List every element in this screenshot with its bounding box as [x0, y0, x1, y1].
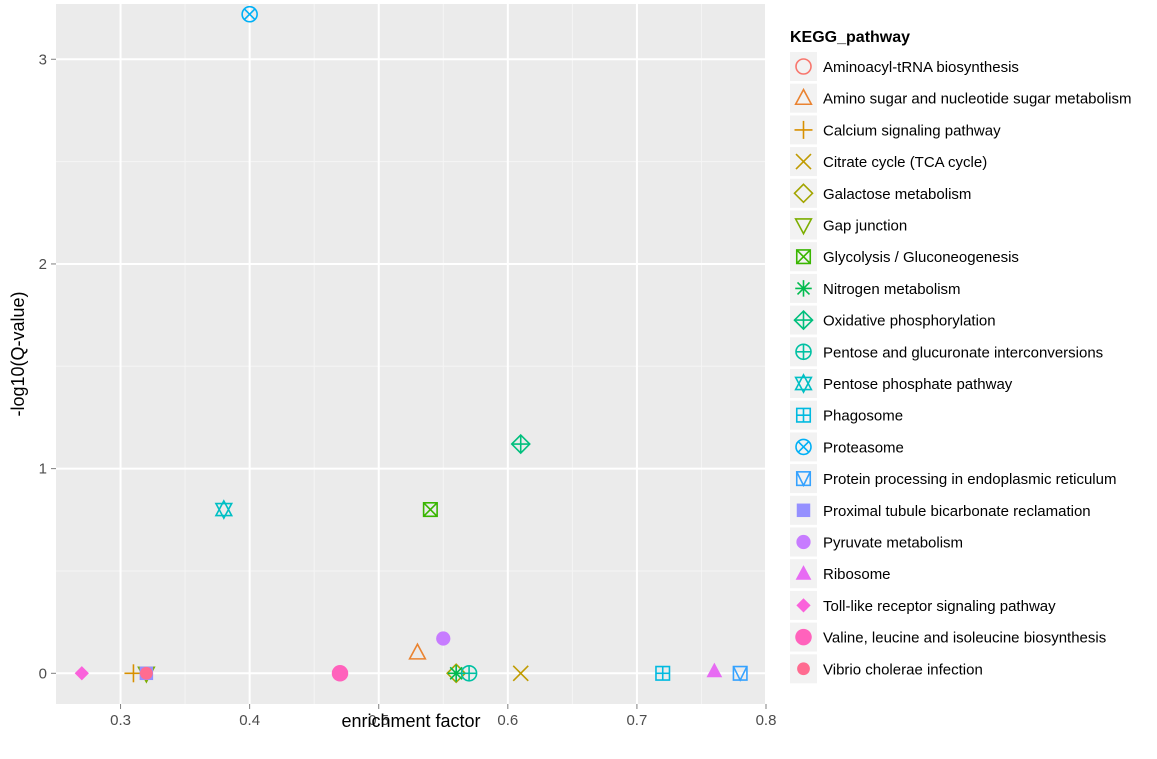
legend-key-symbol [795, 58, 812, 75]
legend-item: Galactose metabolism [790, 178, 971, 208]
legend-key-symbol [795, 153, 812, 170]
legend-key-symbol [796, 503, 811, 518]
legend-key-symbol [795, 438, 812, 456]
x-tick-label: 0.3 [110, 712, 131, 729]
legend-label: Vibrio cholerae infection [823, 661, 983, 678]
legend-key-symbol [797, 662, 810, 676]
data-point-17 [706, 662, 723, 678]
legend-key-symbol [795, 628, 812, 646]
legend-label: Ribosome [823, 566, 891, 583]
legend-key-symbol [795, 565, 812, 580]
data-point-19 [331, 665, 349, 682]
y-tick-label: 2 [39, 256, 47, 273]
legend-key-symbol [795, 471, 812, 488]
legend-item: Toll-like receptor signaling pathway [790, 590, 1056, 620]
legend-key-symbol [795, 407, 812, 423]
data-point-18 [74, 666, 89, 681]
legend-item: Pentose phosphate pathway [790, 369, 1013, 398]
legend-item: Citrate cycle (TCA cycle) [790, 147, 987, 177]
x-axis-title: enrichment factor [341, 711, 480, 731]
legend-item: Valine, leucine and isoleucine biosynthe… [790, 622, 1106, 652]
legend-title: KEGG_pathway [790, 29, 910, 46]
legend-label: Pentose phosphate pathway [823, 376, 1013, 393]
legend-key-background [790, 52, 817, 81]
legend-item: Amino sugar and nucleotide sugar metabol… [790, 83, 1132, 113]
y-axis-title: -log10(Q-value) [8, 291, 28, 416]
y-tick-label: 1 [39, 461, 47, 478]
legend-key-symbol [793, 183, 814, 204]
legend-label: Pyruvate metabolism [823, 535, 963, 552]
legend-label: Aminoacyl-tRNA biosynthesis [823, 59, 1019, 76]
legend-label: Phagosome [823, 408, 903, 425]
legend-item: Nitrogen metabolism [790, 273, 961, 303]
legend-item: Aminoacyl-tRNA biosynthesis [790, 52, 1019, 81]
legend-key-symbol [793, 309, 814, 331]
data-point-10 [460, 664, 478, 682]
x-axis-ticks: 0.3 0.4 0.5 0.6 0.7 0.8 [110, 704, 776, 729]
legend-item: Ribosome [790, 559, 891, 589]
legend-item: Proteasome [790, 432, 904, 462]
legend-item: Pentose and glucuronate interconversions [790, 337, 1103, 367]
x-tick-label: 0.7 [626, 712, 647, 729]
x-tick-label: 0.4 [239, 712, 260, 729]
legend-label: Pentose and glucuronate interconversions [823, 344, 1103, 361]
legend-item: Calcium signaling pathway [790, 115, 1001, 145]
data-point-13 [241, 5, 258, 23]
legend-item: Oxidative phosphorylation [790, 305, 996, 335]
data-point-7 [422, 502, 438, 518]
data-point-11 [214, 499, 234, 520]
legend-label: Gap junction [823, 218, 907, 235]
legend-label: Glycolysis / Gluconeogenesis [823, 249, 1019, 266]
legend-label: Galactose metabolism [823, 186, 971, 203]
data-point-20 [139, 666, 153, 680]
legend-key-symbol [794, 87, 813, 106]
legend-key-symbol [794, 218, 813, 236]
legend-label: Nitrogen metabolism [823, 281, 961, 298]
x-tick-label: 0.5 [368, 712, 389, 729]
y-tick-label: 3 [39, 51, 47, 68]
legend-item: Vibrio cholerae infection [790, 654, 983, 684]
x-tick-label: 0.8 [756, 712, 777, 729]
legend-item: Protein processing in endoplasmic reticu… [790, 464, 1116, 494]
data-point-4 [512, 665, 529, 682]
legend-key-symbol [794, 120, 813, 139]
data-point-16 [436, 631, 451, 646]
data-point-3 [124, 664, 143, 683]
legend-label: Oxidative phosphorylation [823, 313, 996, 330]
data-points [74, 5, 748, 684]
data-point-8 [447, 665, 465, 682]
legend: KEGG_pathway Aminoacyl-tRNA biosynthesis… [790, 29, 1132, 684]
x-tick-label: 0.6 [497, 712, 518, 729]
legend-key-symbol [796, 598, 811, 613]
legend-label: Citrate cycle (TCA cycle) [823, 154, 987, 171]
legend-key-symbol [795, 343, 812, 361]
legend-key-background [790, 464, 817, 494]
legend-item: Phagosome [790, 400, 903, 430]
legend-item: Pyruvate metabolism [790, 527, 963, 557]
legend-key-symbol [796, 534, 811, 550]
data-point-2 [408, 642, 427, 660]
data-point-14 [732, 665, 748, 682]
legend-label: Valine, leucine and isoleucine biosynthe… [823, 630, 1106, 647]
plot-panel [56, 4, 766, 704]
legend-label: Amino sugar and nucleotide sugar metabol… [823, 91, 1132, 108]
legend-label: Toll-like receptor signaling pathway [823, 598, 1056, 615]
legend-label: Calcium signaling pathway [823, 122, 1001, 139]
y-axis-ticks: 0 1 2 3 [39, 51, 56, 682]
legend-key-symbol [795, 249, 812, 265]
legend-item: Proximal tubule bicarbonate reclamation [790, 495, 1091, 525]
legend-label: Protein processing in endoplasmic reticu… [823, 471, 1116, 488]
grid-major [56, 4, 767, 704]
data-point-9 [510, 433, 531, 455]
legend-label: Proximal tubule bicarbonate reclamation [823, 503, 1091, 520]
legend-label: Proteasome [823, 439, 904, 456]
legend-key-symbol [795, 280, 812, 297]
legend-key-symbol [794, 373, 813, 394]
grid-minor [56, 4, 766, 704]
y-tick-label: 0 [39, 665, 47, 682]
legend-item: Gap junction [790, 210, 907, 240]
data-point-12 [655, 665, 671, 681]
legend-item: Glycolysis / Gluconeogenesis [790, 242, 1019, 272]
